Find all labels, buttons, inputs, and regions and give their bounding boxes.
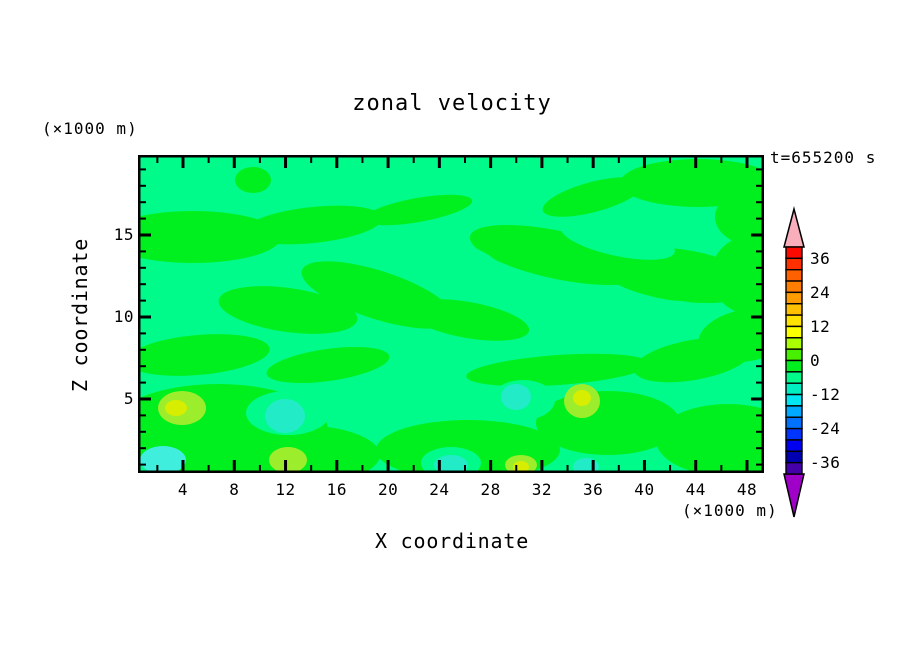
- contour-region: [140, 446, 186, 471]
- contour-region: [216, 425, 380, 471]
- x-tick-label: 24: [429, 480, 450, 499]
- x-tick-label: 16: [326, 480, 347, 499]
- colorbar-box: [785, 461, 803, 475]
- y-tick-label: 5: [123, 389, 134, 408]
- contour-region: [501, 384, 531, 410]
- contour-region: [573, 390, 591, 406]
- colorbar-box: [785, 314, 803, 328]
- contour-region: [620, 159, 762, 207]
- x-tick-label: 12: [275, 480, 296, 499]
- colorbar-label: -24: [810, 419, 840, 438]
- colorbar-box: [785, 291, 803, 305]
- colorbar-box: [785, 416, 803, 430]
- x-tick-label: 40: [634, 480, 655, 499]
- colorbar-label: 24: [810, 283, 830, 302]
- colorbar-label: -12: [810, 385, 840, 404]
- contour-region: [165, 400, 187, 416]
- colorbar-box: [785, 359, 803, 373]
- colorbar-over-arrow: [783, 206, 805, 248]
- colorbar-box: [785, 337, 803, 350]
- contour-region: [378, 229, 498, 271]
- colorbar-svg: 36 24 12 0 -12 -24 -36: [783, 206, 840, 518]
- contour-region: [561, 220, 675, 260]
- colorbar-box: [785, 257, 803, 271]
- contour-region: [140, 211, 281, 263]
- contour-region: [466, 353, 650, 387]
- contour-region: [265, 399, 305, 433]
- y-tick-label: 15: [113, 225, 134, 244]
- contour-region: [235, 167, 271, 193]
- colorbar-box: [785, 280, 803, 294]
- x-tick-label: 4: [177, 480, 189, 499]
- colorbar-under-arrow: [783, 473, 805, 518]
- colorbar-box: [785, 371, 803, 384]
- time-annotation: t=655200 s: [770, 148, 877, 167]
- contour-field: [140, 157, 762, 471]
- contour-region: [612, 300, 704, 330]
- contour-region: [269, 447, 307, 471]
- contour-region: [363, 194, 473, 226]
- x-axis-unit-label: (×1000 m): [682, 501, 778, 520]
- x-tick-label: 44: [685, 480, 706, 499]
- colorbar-box: [785, 427, 803, 441]
- x-tick-label: 36: [583, 480, 604, 499]
- contour-region: [715, 187, 762, 247]
- colorbar-box: [785, 303, 803, 316]
- x-tick-label: 8: [229, 480, 240, 499]
- x-tick-label: 48: [736, 480, 758, 499]
- contour-region: [698, 307, 762, 363]
- colorbar-box: [785, 325, 803, 339]
- colorbar-box: [785, 382, 803, 396]
- y-tick-label: 10: [113, 307, 134, 326]
- plot-frame: [138, 155, 764, 473]
- x-tick-label: 32: [531, 480, 553, 499]
- contour-region: [266, 346, 390, 384]
- colorbar-box: [785, 393, 803, 407]
- colorbar-box: [785, 348, 803, 362]
- contour-region: [711, 235, 762, 315]
- colorbar-box: [785, 450, 803, 464]
- colorbar-box: [785, 268, 803, 282]
- contour-region: [218, 286, 358, 334]
- contour-plot-svg: [138, 155, 764, 473]
- colorbar-label: 12: [810, 317, 830, 336]
- colorbar-box: [785, 439, 803, 452]
- contour-region: [243, 205, 383, 245]
- axis-ticks: [140, 157, 762, 471]
- contour-region: [542, 177, 644, 217]
- colorbar-label: 36: [810, 249, 830, 268]
- x-tick-label: 20: [377, 480, 399, 499]
- contour-region: [406, 299, 530, 341]
- colorbar-label: -36: [810, 453, 840, 472]
- contour-region: [140, 334, 270, 376]
- x-axis-title: X coordinate: [374, 529, 530, 553]
- plot-title: zonal velocity: [352, 91, 552, 116]
- x-tick-label: 28: [480, 480, 501, 499]
- colorbar-label: 0: [810, 351, 820, 370]
- contour-region: [656, 404, 762, 471]
- y-axis-title: Z coordinate: [68, 237, 92, 393]
- contour-region: [434, 455, 468, 471]
- colorbar-box: [785, 405, 803, 418]
- colorbar-box: [785, 246, 803, 260]
- y-axis-unit-label: (×1000 m): [42, 119, 138, 138]
